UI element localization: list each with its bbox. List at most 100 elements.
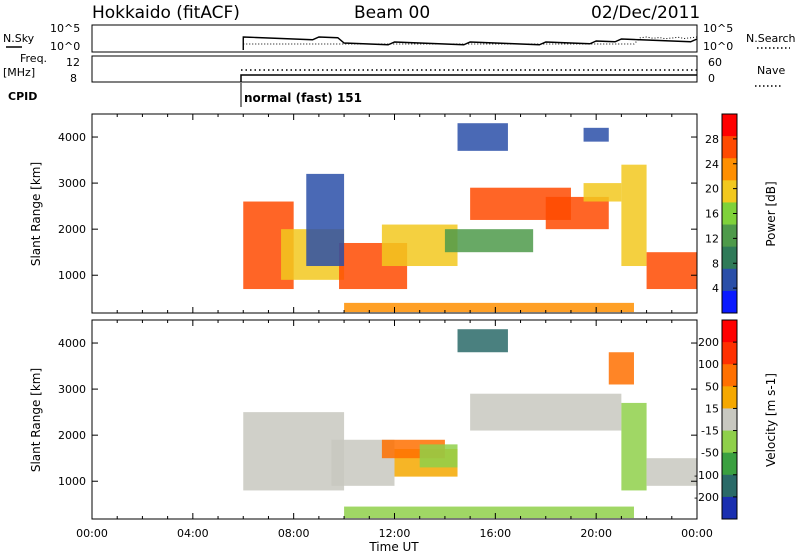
freq-panel-frame: [91, 55, 698, 83]
xtick-label-8: 08:00: [278, 527, 310, 540]
velocity-region-10: [344, 506, 634, 519]
power-ytick-label-0: 4000: [58, 131, 86, 144]
power-colorbar-swatch-1: [722, 136, 737, 159]
xtick-label-16: 16:00: [479, 527, 511, 540]
power-region-4: [444, 229, 534, 253]
xtick-label-12: 12:00: [379, 527, 411, 540]
power-colorbar-swatch-6: [722, 246, 737, 270]
velocity-colorbar-swatch-1: [722, 342, 737, 365]
velocity-region-0: [243, 412, 345, 491]
velocity-region-7: [621, 402, 647, 491]
nave-tick-top: 60: [708, 56, 722, 69]
freq-unit: [MHz]: [3, 66, 35, 79]
velocity-colorbar-tick-2: 50: [705, 380, 719, 393]
velocity-y-axis: 4000 3000 2000 1000: [58, 337, 697, 488]
power-colorbar-tick-0: 28: [705, 133, 719, 146]
velocity-colorbar-tick-5: -50: [701, 447, 719, 460]
velocity-colorbar-tick-0: 200: [698, 336, 719, 349]
velocity-region-9: [457, 329, 508, 353]
power-y-axis: 4000 3000 2000 1000: [58, 131, 697, 282]
power-region-9: [646, 252, 697, 290]
xtick-label-4: 04:00: [177, 527, 209, 540]
velocity-colorbar-tick-4: -15: [701, 425, 719, 438]
velocity-colorbar-tick-1: 100: [698, 358, 719, 371]
freq-tick-top: 12: [66, 56, 80, 69]
nsearch-tick-bottom: 10^0: [703, 40, 733, 53]
velocity-colorbar-swatch-7: [722, 474, 737, 498]
velocity-ytick-label-2: 2000: [58, 429, 86, 442]
nsky-panel-frame: [91, 24, 698, 53]
station-title: Hokkaido (fitACF): [92, 3, 240, 23]
freq-trace: [240, 74, 697, 82]
velocity-ylabel: Slant Range [km]: [29, 368, 43, 472]
velocity-heatmap: [243, 329, 697, 519]
nave-label: Nave: [757, 64, 785, 77]
power-colorbar-swatch-2: [722, 158, 737, 181]
power-colorbar-swatch-4: [722, 202, 737, 226]
beam-title: Beam 00: [354, 3, 430, 23]
power-colorbar-label: Power [dB]: [764, 181, 778, 246]
velocity-colorbar-swatch-5: [722, 430, 737, 454]
nsearch-tick-top: 10^5: [703, 22, 733, 35]
power-colorbar-swatch-0: [722, 114, 737, 137]
velocity-colorbar-tick-3: 15: [705, 402, 719, 415]
power-ytick-label-3: 1000: [58, 269, 86, 282]
velocity-xlabel: Time UT: [368, 540, 419, 554]
velocity-ytick-label-1: 3000: [58, 383, 86, 396]
velocity-region-6: [608, 352, 634, 385]
velocity-region-4: [419, 444, 458, 468]
power-colorbar-tick-5: 8: [712, 257, 719, 270]
nsky-tick-top: 10^5: [50, 22, 80, 35]
velocity-colorbar-swatch-0: [722, 320, 737, 343]
power-colorbar-tick-4: 12: [705, 232, 719, 245]
power-colorbar: 28 24 20 16 12 8 4: [705, 113, 738, 314]
power-region-12: [583, 127, 609, 142]
nsky-trace: [242, 36, 698, 50]
power-ytick-label-2: 2000: [58, 223, 86, 236]
freq-tick-bottom: 8: [70, 72, 77, 85]
velocity-ytick-label-0: 4000: [58, 337, 86, 350]
velocity-colorbar-swatch-2: [722, 364, 737, 387]
nsearch-label: N.Search: [746, 32, 796, 45]
nsky-label: N.Sky: [3, 32, 35, 45]
power-region-7: [583, 183, 622, 202]
cpid-label: CPID: [8, 90, 37, 103]
power-colorbar-tick-2: 20: [705, 183, 719, 196]
freq-label: Freq.: [20, 52, 47, 65]
velocity-x-axis: 00:00 04:00 08:00 12:00 16:00 20:00 00:00: [76, 320, 713, 540]
nsky-tick-bottom: 10^0: [50, 40, 80, 53]
xtick-label-24: 00:00: [681, 527, 713, 540]
xtick-label-0: 00:00: [76, 527, 108, 540]
power-colorbar-swatch-7: [722, 268, 737, 292]
power-region-11: [457, 123, 508, 151]
velocity-colorbar-swatch-8: [722, 496, 737, 520]
power-colorbar-swatch-8: [722, 290, 737, 314]
date-title: 02/Dec/2011: [591, 3, 700, 23]
velocity-ytick-label-3: 1000: [58, 475, 86, 488]
power-colorbar-swatch-3: [722, 180, 737, 203]
power-ytick-label-1: 3000: [58, 177, 86, 190]
xtick-label-20: 20:00: [580, 527, 612, 540]
power-colorbar-tick-6: 4: [712, 282, 719, 295]
power-ylabel: Slant Range [km]: [29, 162, 43, 266]
power-region-13: [344, 302, 634, 313]
velocity-colorbar-swatch-3: [722, 386, 737, 409]
velocity-colorbar-tick-6: -100: [694, 469, 719, 482]
velocity-region-8: [646, 458, 697, 486]
velocity-colorbar-swatch-6: [722, 452, 737, 476]
power-heatmap: [243, 123, 697, 313]
power-colorbar-swatch-5: [722, 224, 737, 248]
velocity-colorbar: 200 100 50 15 -15 -50 -100 -200: [694, 319, 738, 520]
nave-tick-bottom: 0: [708, 72, 715, 85]
nsearch-trace: [243, 36, 698, 45]
power-region-10: [306, 173, 345, 267]
power-x-tickmarks: [91, 114, 698, 313]
power-colorbar-tick-3: 16: [705, 208, 719, 221]
velocity-colorbar-tick-7: -200: [694, 491, 719, 504]
power-colorbar-tick-1: 24: [705, 158, 719, 171]
velocity-colorbar-swatch-4: [722, 408, 737, 432]
velocity-colorbar-frame: [721, 319, 738, 520]
power-region-6: [545, 196, 609, 230]
